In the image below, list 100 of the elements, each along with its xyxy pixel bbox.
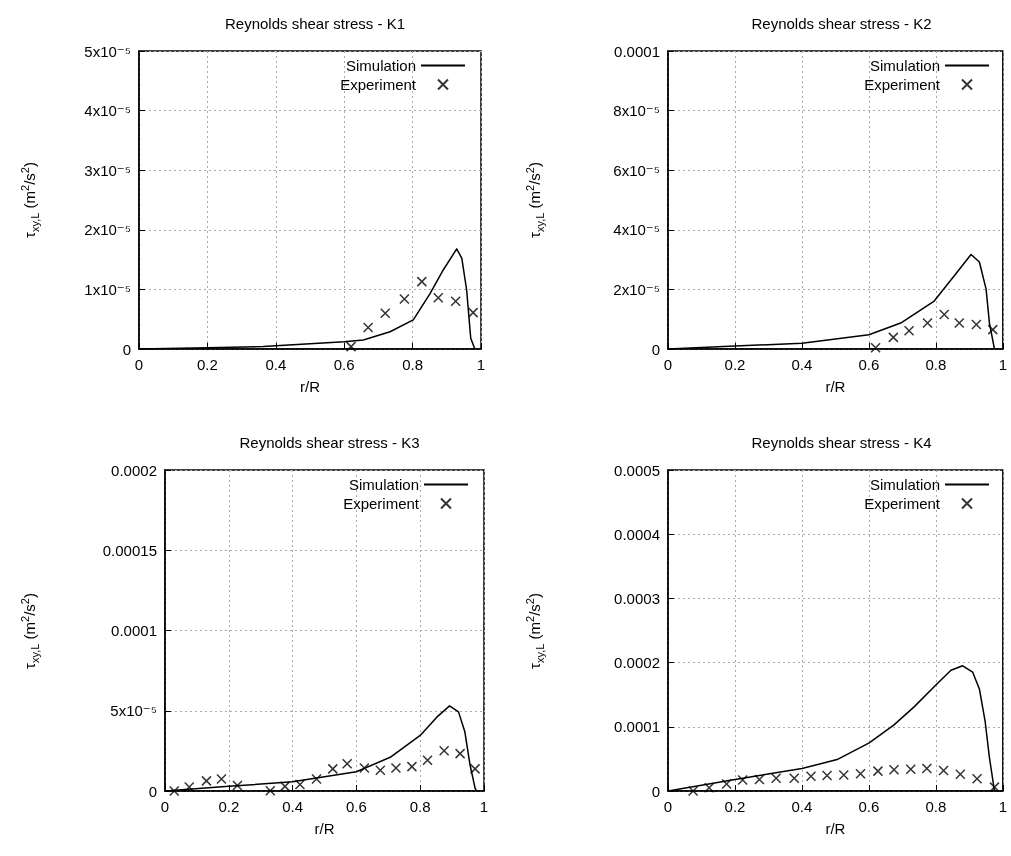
y-tick-label: 3x10⁻⁵ bbox=[84, 161, 131, 179]
y-tick-label: 2x10⁻⁵ bbox=[613, 280, 660, 298]
legend-label: Experiment bbox=[340, 76, 417, 93]
point bbox=[294, 779, 306, 790]
point bbox=[971, 773, 983, 785]
point bbox=[327, 763, 339, 775]
x-tick-label: 0.4 bbox=[265, 356, 287, 373]
y-tick-label: 1x10⁻⁵ bbox=[84, 280, 131, 298]
legend-label: Experiment bbox=[864, 76, 941, 93]
y-tick-label: 0.0002 bbox=[614, 654, 660, 672]
y-tick-label: 5x10⁻⁵ bbox=[110, 702, 157, 720]
point bbox=[872, 765, 884, 777]
point bbox=[721, 778, 732, 790]
x-axis-title: r/R bbox=[825, 820, 846, 837]
y-tick-label: 0.0002 bbox=[111, 461, 157, 479]
x-tick-label: 0.6 bbox=[858, 356, 880, 373]
point bbox=[232, 780, 243, 791]
point bbox=[399, 293, 410, 305]
x-tick-label: 1 bbox=[479, 798, 489, 815]
point bbox=[703, 782, 715, 794]
chart-title: Reynolds shear stress - K3 bbox=[239, 434, 420, 451]
x-tick-label: 0 bbox=[160, 798, 170, 815]
chart-title: Reynolds shear stress - K2 bbox=[751, 15, 932, 32]
x-tick-label: 0.4 bbox=[791, 356, 813, 373]
x-tick-label: 0.2 bbox=[724, 798, 746, 815]
y-tick-label: 0.0001 bbox=[111, 622, 157, 639]
x-tick-label: 0.2 bbox=[218, 798, 240, 815]
point bbox=[855, 768, 866, 779]
point bbox=[450, 296, 461, 307]
point bbox=[903, 325, 915, 337]
x-tick-label: 0 bbox=[663, 798, 673, 815]
point bbox=[955, 769, 966, 780]
point bbox=[754, 774, 765, 785]
point bbox=[345, 341, 357, 352]
legend-label: Experiment bbox=[343, 495, 420, 512]
point bbox=[416, 276, 428, 287]
point bbox=[938, 309, 950, 320]
point bbox=[169, 785, 180, 797]
chart-title: Reynolds shear stress - K1 bbox=[224, 15, 406, 32]
point bbox=[687, 785, 699, 797]
point bbox=[954, 317, 965, 329]
point bbox=[433, 292, 444, 303]
y-tick-label: 4x10⁻⁵ bbox=[613, 221, 660, 239]
x-axis-title: r/R bbox=[300, 378, 321, 395]
point bbox=[454, 748, 466, 759]
point bbox=[938, 765, 949, 776]
legend-label: Simulation bbox=[869, 57, 940, 74]
y-tick-label: 4x10⁻⁵ bbox=[84, 102, 131, 120]
point bbox=[922, 317, 933, 329]
x-tick-label: 1 bbox=[998, 356, 1007, 373]
y-tick-label: 8x10⁻⁵ bbox=[613, 102, 660, 120]
legend-label: Simulation bbox=[345, 57, 416, 74]
legend-label: Simulation bbox=[869, 476, 940, 493]
y-tick-label: 0.0005 bbox=[614, 461, 660, 479]
point bbox=[279, 781, 291, 792]
point bbox=[788, 772, 800, 784]
point bbox=[359, 762, 370, 774]
y-tick-label: 0.0003 bbox=[614, 589, 660, 607]
y-tick-label: 2x10⁻⁵ bbox=[84, 221, 131, 239]
x-tick-label: 0.8 bbox=[925, 356, 947, 373]
x-tick-label: 0.8 bbox=[925, 798, 947, 815]
point bbox=[888, 764, 900, 776]
x-tick-label: 0.2 bbox=[724, 356, 746, 373]
chart-title: Reynolds shear stress - K4 bbox=[751, 434, 932, 451]
x-tick-label: 0.6 bbox=[333, 356, 355, 373]
x-tick-label: 0.4 bbox=[791, 798, 813, 815]
point bbox=[362, 322, 374, 333]
point bbox=[216, 773, 227, 785]
y-tick-label: 0 bbox=[651, 782, 660, 800]
point bbox=[971, 319, 982, 330]
point bbox=[183, 781, 195, 793]
x-tick-label: 0 bbox=[663, 356, 673, 373]
point bbox=[989, 781, 1000, 793]
point bbox=[905, 763, 916, 775]
point bbox=[467, 307, 479, 318]
point bbox=[987, 324, 999, 335]
x-axis-title: r/R bbox=[825, 378, 846, 395]
x-tick-label: 1 bbox=[998, 798, 1007, 815]
y-tick-label: 0 bbox=[651, 340, 660, 358]
y-tick-label: 0.0004 bbox=[614, 525, 660, 543]
y-tick-label: 6x10⁻⁵ bbox=[613, 161, 660, 179]
x-tick-label: 0.6 bbox=[345, 798, 367, 815]
point bbox=[805, 770, 817, 782]
point bbox=[821, 770, 833, 781]
point bbox=[379, 307, 391, 319]
x-tick-label: 0.6 bbox=[858, 798, 880, 815]
point bbox=[438, 745, 450, 756]
point bbox=[422, 754, 433, 766]
x-tick-label: 0.8 bbox=[402, 356, 424, 373]
point bbox=[341, 758, 353, 769]
point bbox=[469, 763, 481, 775]
point bbox=[375, 765, 386, 776]
legend-label: Experiment bbox=[864, 495, 941, 512]
y-tick-label: 0.0001 bbox=[614, 42, 660, 60]
y-tick-label: 0 bbox=[148, 782, 157, 800]
point bbox=[921, 763, 933, 774]
y-tick-label: 5x10⁻⁵ bbox=[84, 42, 131, 60]
point bbox=[888, 332, 899, 343]
y-tick-label: 0.0001 bbox=[614, 718, 660, 736]
point bbox=[265, 785, 276, 796]
